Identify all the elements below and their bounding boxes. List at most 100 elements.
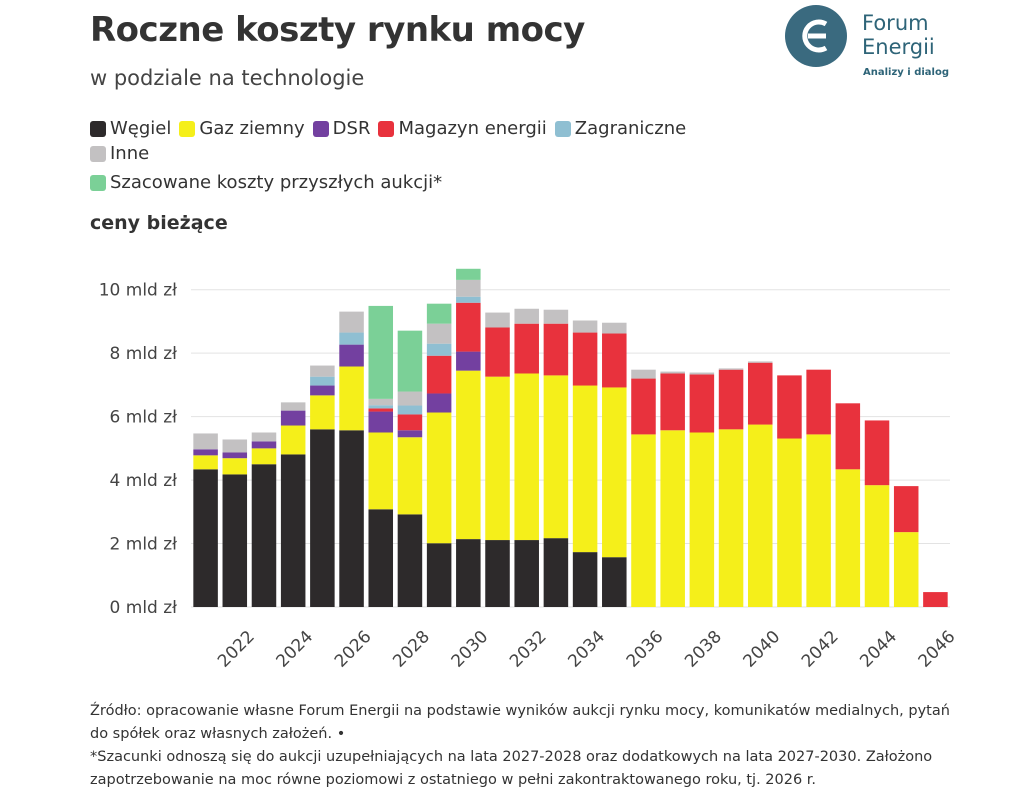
bar-segment bbox=[689, 432, 715, 607]
bar-segment bbox=[543, 538, 569, 607]
bar-segment bbox=[368, 398, 394, 406]
chart: Forum Energii Analizy i dialog 0 mld zł 2… bbox=[99, 5, 960, 672]
x-tick-label: 2022 bbox=[214, 627, 259, 672]
subtitle: w podziale na technologie bbox=[90, 66, 365, 90]
bar-segment bbox=[193, 455, 218, 470]
logo-tagline: Analizy i dialog bbox=[863, 67, 949, 78]
bar-segment bbox=[193, 449, 218, 456]
bar-segment bbox=[718, 429, 744, 607]
bar-segment bbox=[368, 509, 394, 607]
bar-segment bbox=[397, 405, 423, 415]
bar-segment bbox=[222, 458, 248, 475]
legend-item: Gaz ziemny bbox=[179, 118, 305, 139]
x-tick-label: 2036 bbox=[623, 627, 668, 672]
bar-segment bbox=[456, 370, 481, 540]
bar-segment bbox=[222, 452, 248, 459]
bar-segment bbox=[426, 543, 452, 607]
legend-item: DSR bbox=[312, 118, 371, 139]
bar-segment bbox=[572, 320, 598, 333]
y-caption: ceny bieżące bbox=[90, 212, 228, 234]
legend-label: Inne bbox=[110, 143, 150, 164]
bar-segment bbox=[718, 369, 744, 430]
bar-segment bbox=[426, 343, 452, 356]
bar-segment bbox=[631, 378, 656, 435]
legend-item: Zagraniczne bbox=[554, 118, 686, 139]
logo-text: Energii bbox=[862, 35, 935, 59]
bar-segment bbox=[426, 393, 452, 413]
bar-segment bbox=[368, 408, 394, 412]
legend: Węgiel Gaz ziemny DSR Magazyn energii Zagran… bbox=[90, 118, 710, 193]
legend-swatch bbox=[90, 145, 106, 162]
bar-segment bbox=[485, 376, 510, 541]
legend-swatch bbox=[312, 120, 329, 137]
bar-segment bbox=[456, 351, 481, 371]
bar-segment bbox=[426, 303, 452, 324]
bar-segment bbox=[251, 448, 277, 465]
bar-segment bbox=[660, 430, 685, 607]
bar-segment bbox=[485, 312, 510, 328]
title: Roczne koszty rynku mocy bbox=[90, 10, 585, 50]
bar-segment bbox=[310, 395, 335, 430]
bar-segment bbox=[368, 405, 394, 409]
x-tick-label: 2028 bbox=[389, 627, 434, 672]
bar-segment bbox=[747, 362, 773, 425]
legend-swatch bbox=[378, 120, 395, 137]
x-tick-label: 2046 bbox=[915, 627, 960, 672]
bar-segment bbox=[514, 323, 539, 374]
bar-segment bbox=[456, 296, 481, 303]
y-tick-label: 0 mld zł bbox=[110, 598, 178, 618]
x-tick-label: 2044 bbox=[856, 627, 901, 672]
bar-segment bbox=[777, 438, 802, 607]
bar-segment bbox=[806, 369, 831, 435]
legend-label: DSR bbox=[332, 118, 371, 139]
x-tick-label: 2032 bbox=[506, 627, 551, 672]
bar-segment bbox=[251, 441, 277, 449]
bar-segment bbox=[222, 439, 248, 453]
bar-segment bbox=[397, 437, 423, 515]
y-tick-label: 4 mld zł bbox=[110, 471, 178, 491]
legend-label: Gaz ziemny bbox=[199, 118, 305, 139]
legend-label: Węgiel bbox=[110, 118, 172, 139]
bar-segment bbox=[397, 391, 423, 406]
legend-item: Inne bbox=[90, 143, 149, 164]
bar-segment bbox=[689, 372, 715, 375]
bar-segment bbox=[602, 322, 627, 334]
bar-segment bbox=[456, 279, 481, 297]
bar-segment bbox=[543, 323, 569, 376]
y-tick-label: 2 mld zł bbox=[110, 535, 178, 555]
legend-swatch bbox=[554, 120, 571, 137]
bar-segment bbox=[222, 474, 248, 607]
source-note: Źródło: opracowanie własne Forum Energii… bbox=[90, 703, 950, 742]
bar-segment bbox=[689, 374, 715, 433]
bar-segment bbox=[572, 385, 598, 553]
bar-segment bbox=[456, 268, 481, 280]
bar-segment bbox=[368, 305, 394, 399]
bar-segment bbox=[572, 552, 598, 607]
bar-segment bbox=[660, 371, 685, 374]
bar-segment bbox=[280, 425, 306, 455]
bar-segment bbox=[631, 434, 656, 607]
y-tick-label: 8 mld zł bbox=[110, 344, 178, 364]
bar-segment bbox=[835, 403, 861, 470]
legend-item: Magazyn energii bbox=[378, 118, 547, 139]
legend-item: Węgiel bbox=[90, 118, 171, 139]
bar-segment bbox=[339, 366, 364, 431]
x-tick-label: 2040 bbox=[740, 627, 785, 672]
bar-segment bbox=[923, 592, 948, 607]
bar-segment bbox=[718, 368, 744, 370]
y-tick-label: 6 mld zł bbox=[110, 408, 178, 428]
bar-segment bbox=[806, 434, 831, 607]
bar-segment bbox=[893, 532, 919, 607]
bar-segment bbox=[514, 540, 539, 607]
bar-segment bbox=[339, 311, 364, 333]
bar-segment bbox=[397, 414, 423, 431]
footer: Źródło: opracowanie własne Forum Energii… bbox=[90, 700, 960, 792]
bar-segment bbox=[397, 430, 423, 438]
bar-segment bbox=[310, 385, 335, 396]
bar-segment bbox=[777, 375, 802, 439]
bar-segment bbox=[514, 373, 539, 541]
bar-segment bbox=[631, 369, 656, 379]
bar-segment bbox=[339, 430, 364, 607]
x-tick-label: 2038 bbox=[681, 627, 726, 672]
bar-segment bbox=[426, 412, 452, 544]
